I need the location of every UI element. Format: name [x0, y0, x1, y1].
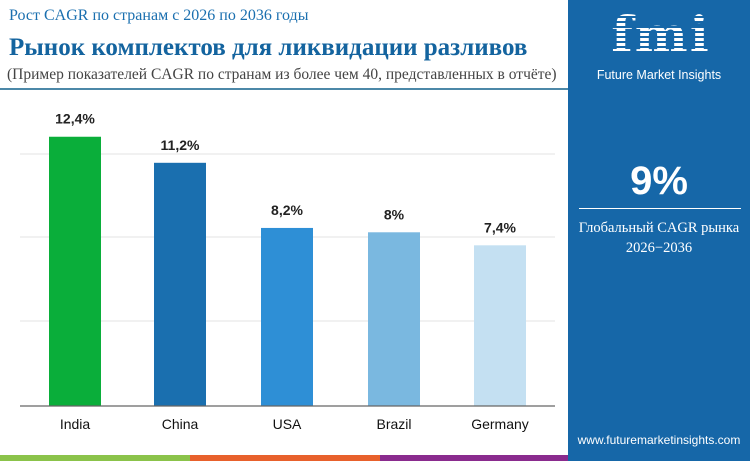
side-panel: fmi Future Market Insights 9% Глобальный… — [568, 0, 750, 461]
bar-chart: 12,4% India 11,2% China 8,2% USA 8% Brazil 7,4% G… — [20, 111, 555, 432]
data-label: 8,2% — [271, 202, 303, 218]
chart-note: (Пример показателей CAGR по странам из б… — [7, 66, 557, 83]
data-label: 11,2% — [161, 137, 200, 153]
brand-name: Future Market Insights — [596, 68, 722, 82]
period: 2026−2036 — [625, 240, 693, 256]
x-tick-label: China — [162, 416, 199, 432]
data-label: 7,4% — [484, 219, 516, 235]
chart-title: Рынок комплектов для ликвидации разливов — [9, 34, 528, 61]
website-link[interactable]: www.futuremarketinsights.com — [577, 433, 741, 447]
global-cagr-text: Глобальный CAGR рынка — [578, 220, 740, 236]
x-tick-label: Germany — [471, 416, 529, 432]
global-cagr-value: 9% — [630, 159, 688, 203]
header-divider — [0, 88, 568, 90]
data-label: 8% — [384, 206, 405, 222]
chart-subtitle: Рост CAGR по странам с 2026 по 2036 годы — [9, 7, 309, 24]
x-tick-label: Brazil — [376, 416, 411, 432]
bar-germany — [474, 245, 526, 406]
bar-india — [49, 136, 101, 406]
bar-china — [154, 162, 206, 406]
x-tick-label: USA — [273, 416, 302, 432]
fmi-logo: fmi — [596, 8, 726, 62]
global-cagr-label: Глобальный CAGR рынка 2026−2036 — [568, 218, 750, 258]
bar-usa — [261, 227, 313, 406]
data-label: 12,4% — [55, 111, 95, 127]
bar-brazil — [368, 232, 420, 406]
x-tick-label: India — [60, 416, 91, 432]
footer-strip-green — [0, 455, 190, 461]
footer-strip-orange — [190, 455, 380, 461]
panel-divider — [579, 208, 741, 209]
footer-strip-purple — [380, 455, 568, 461]
